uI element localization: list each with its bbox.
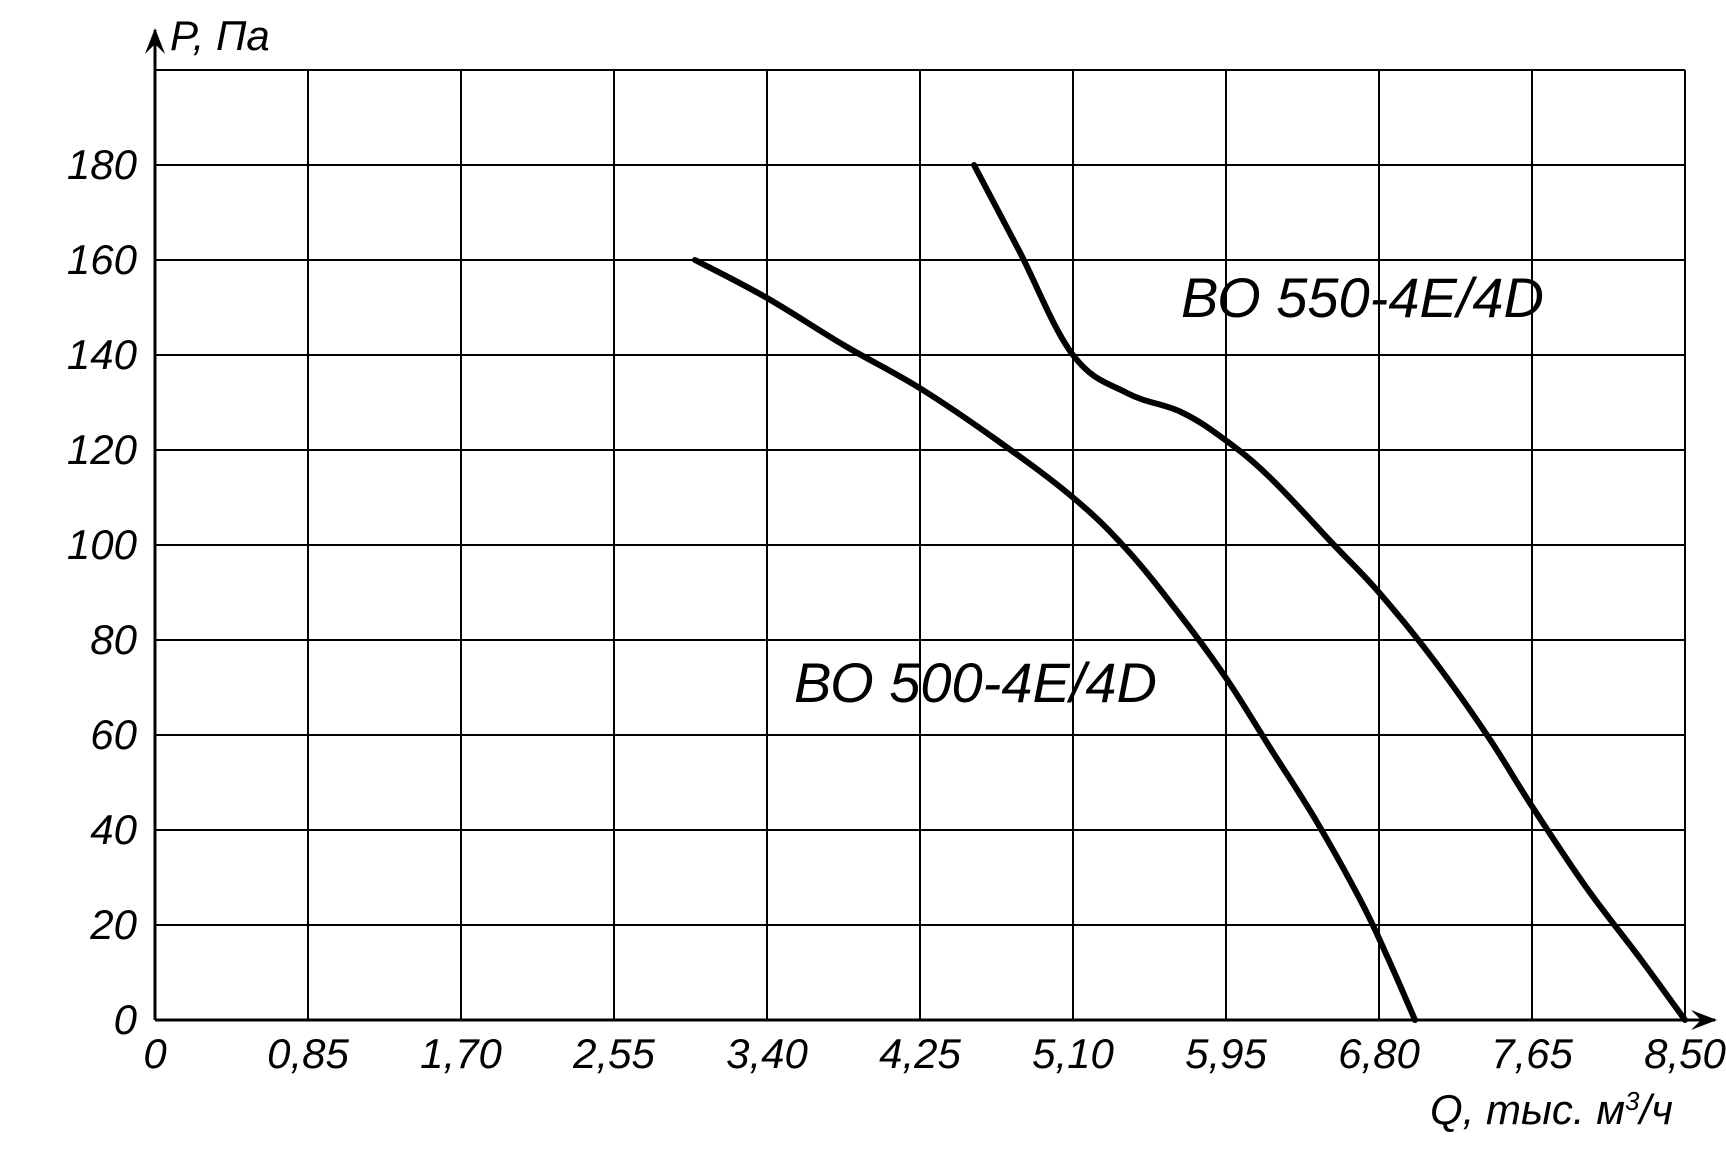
y-tick-label: 160 (67, 236, 138, 283)
x-tick-label: 4,25 (879, 1030, 961, 1077)
y-tick-label: 180 (67, 141, 138, 188)
y-tick-label: 20 (89, 901, 137, 948)
x-tick-label: 6,80 (1338, 1030, 1420, 1077)
x-tick-label: 0,85 (267, 1030, 349, 1077)
x-tick-label: 2,55 (572, 1030, 655, 1077)
y-tick-label: 100 (67, 521, 138, 568)
fan-curve-chart: 0 20 40 60 80 100 120 140 160 180 0 0,85 1,70 2,55 3,4… (0, 0, 1726, 1176)
y-tick-label: 140 (67, 331, 138, 378)
series-label-0: ВО 500-4E/4D (794, 651, 1157, 714)
y-tick-label: 60 (90, 711, 137, 758)
y-tick-label: 80 (90, 616, 137, 663)
x-tick-label: 0 (143, 1030, 167, 1077)
x-tick-label: 5,95 (1185, 1030, 1267, 1077)
x-tick-label: 8,50 (1644, 1030, 1726, 1077)
y-tick-label: 120 (67, 426, 138, 473)
x-tick-label: 1,70 (420, 1030, 502, 1077)
y-tick-label: 40 (90, 806, 137, 853)
x-tick-label: 5,10 (1032, 1030, 1114, 1077)
y-tick-label: 0 (114, 996, 138, 1043)
y-axis-title: P, Па (170, 12, 270, 59)
series-label-1: ВО 550-4E/4D (1181, 266, 1544, 329)
x-tick-label: 3,40 (726, 1030, 808, 1077)
x-tick-label: 7,65 (1491, 1030, 1573, 1077)
